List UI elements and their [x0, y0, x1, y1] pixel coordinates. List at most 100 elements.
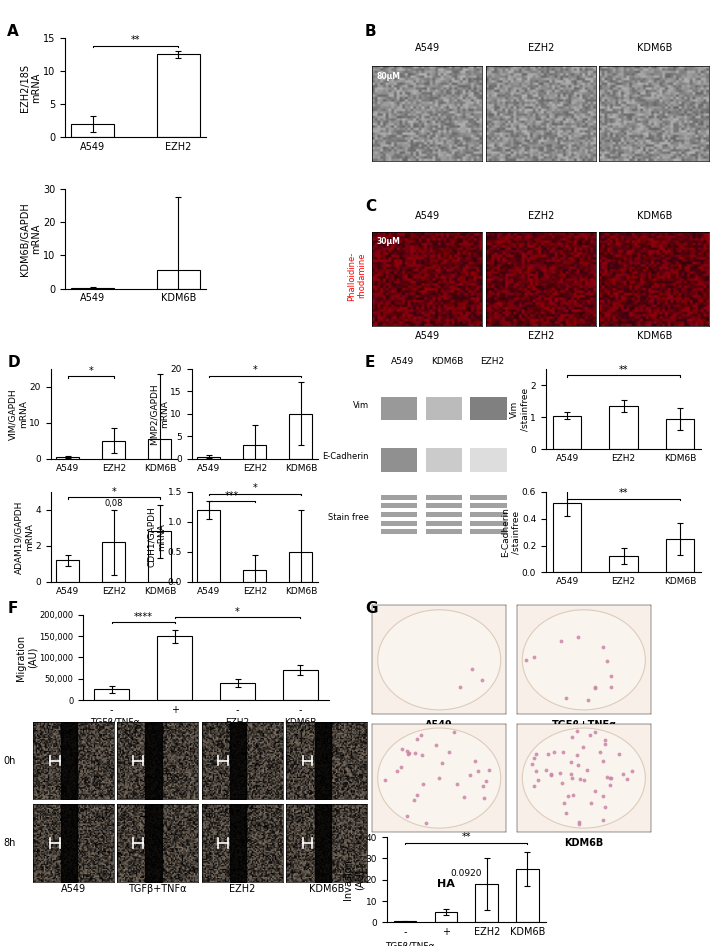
Bar — [426, 495, 462, 499]
Text: TGFβ/TNFα: TGFβ/TNFα — [90, 718, 139, 727]
Bar — [148, 439, 171, 459]
Text: E-Cadherin: E-Cadherin — [322, 452, 369, 462]
Text: KDM6B: KDM6B — [637, 331, 672, 342]
Bar — [157, 55, 200, 137]
Text: E: E — [365, 355, 375, 370]
Bar — [289, 414, 312, 459]
Bar — [197, 457, 221, 459]
Text: KDM6B: KDM6B — [431, 357, 463, 365]
Text: **: ** — [131, 35, 140, 45]
Text: A549: A549 — [415, 331, 440, 342]
Y-axis label: KDM6B/GAPDH
mRNA: KDM6B/GAPDH mRNA — [20, 202, 42, 275]
Text: *: * — [252, 365, 257, 376]
Bar — [471, 520, 507, 526]
X-axis label: EZH2: EZH2 — [229, 885, 255, 895]
Bar — [244, 569, 266, 582]
Text: Phalloidine-
rhodamine: Phalloidine- rhodamine — [347, 252, 367, 302]
Ellipse shape — [377, 728, 501, 828]
X-axis label: KDM6B: KDM6B — [309, 885, 344, 895]
Bar — [381, 397, 417, 420]
Text: EZH2: EZH2 — [425, 838, 453, 848]
Bar — [471, 397, 507, 420]
Text: EZH2: EZH2 — [226, 718, 249, 727]
Y-axis label: EZH2/18S
mRNA: EZH2/18S mRNA — [20, 63, 42, 112]
Bar — [394, 921, 416, 922]
Bar — [666, 539, 694, 572]
Text: KDM6B: KDM6B — [564, 838, 604, 848]
Bar — [381, 512, 417, 517]
Bar — [381, 495, 417, 499]
Text: A: A — [7, 24, 19, 39]
Text: F: F — [7, 601, 17, 616]
Text: **: ** — [619, 365, 628, 375]
Bar — [94, 690, 129, 700]
Bar — [476, 884, 498, 922]
Bar — [471, 495, 507, 499]
Text: EZH2: EZH2 — [480, 357, 504, 365]
Text: 0h: 0h — [4, 756, 16, 765]
Bar — [426, 503, 462, 508]
Ellipse shape — [522, 610, 646, 710]
Text: HA: HA — [437, 879, 455, 889]
Text: Vim: Vim — [353, 401, 369, 410]
Y-axis label: Migration
(AU): Migration (AU) — [17, 635, 38, 680]
Bar — [56, 457, 80, 459]
Text: 30μM: 30μM — [377, 237, 401, 247]
Ellipse shape — [377, 610, 501, 710]
Bar — [103, 441, 125, 459]
Ellipse shape — [522, 728, 646, 828]
Text: ***: *** — [225, 491, 239, 500]
Text: 8h: 8h — [4, 838, 16, 848]
Y-axis label: ADAM19/GAPDH
mRNA: ADAM19/GAPDH mRNA — [14, 500, 34, 573]
Bar — [197, 510, 221, 582]
Bar — [666, 419, 694, 449]
Bar — [426, 529, 462, 534]
Text: *: * — [88, 366, 93, 376]
Bar — [471, 512, 507, 517]
X-axis label: TGFβ+TNFα: TGFβ+TNFα — [129, 885, 187, 895]
Text: A549: A549 — [415, 211, 440, 221]
Bar — [553, 415, 581, 449]
Text: C: C — [365, 199, 376, 214]
Y-axis label: VIM/GAPDH
mRNA: VIM/GAPDH mRNA — [9, 388, 28, 440]
Bar — [471, 448, 507, 472]
Bar — [426, 537, 462, 543]
Bar — [381, 529, 417, 534]
Bar — [516, 869, 539, 922]
Bar — [148, 532, 171, 582]
Bar — [289, 552, 312, 582]
Text: Stain free: Stain free — [328, 514, 369, 522]
Text: D: D — [7, 355, 20, 370]
Bar — [381, 448, 417, 472]
Text: KDM6B: KDM6B — [637, 211, 672, 221]
Text: *: * — [111, 487, 116, 497]
Text: KDM6B: KDM6B — [637, 43, 672, 53]
Text: A549: A549 — [425, 720, 453, 729]
Bar — [72, 124, 114, 137]
Text: 0,08: 0,08 — [105, 499, 123, 508]
Bar — [381, 537, 417, 543]
Text: ****: **** — [134, 612, 153, 622]
Bar — [244, 446, 266, 459]
Text: G: G — [365, 601, 377, 616]
Text: TGFβ/TNFα: TGFβ/TNFα — [385, 941, 435, 946]
Text: 80μM: 80μM — [377, 72, 401, 81]
Text: A549: A549 — [390, 357, 414, 365]
Bar — [72, 288, 114, 289]
Bar — [158, 636, 192, 700]
X-axis label: A549: A549 — [61, 885, 85, 895]
Bar — [103, 542, 125, 582]
Text: *: * — [235, 606, 240, 617]
Text: B: B — [365, 24, 377, 39]
Bar — [553, 502, 581, 572]
Y-axis label: Invasion
(AU): Invasion (AU) — [343, 859, 364, 901]
Text: **: ** — [619, 488, 628, 499]
Bar — [56, 560, 80, 582]
Y-axis label: E-Cadherin
/stainfree: E-Cadherin /stainfree — [501, 507, 521, 557]
Bar — [426, 520, 462, 526]
Bar — [221, 683, 254, 700]
Text: TGFβ+TNFα: TGFβ+TNFα — [552, 720, 616, 729]
Text: EZH2: EZH2 — [528, 211, 554, 221]
Text: **: ** — [461, 832, 471, 842]
Text: EZH2: EZH2 — [528, 331, 554, 342]
